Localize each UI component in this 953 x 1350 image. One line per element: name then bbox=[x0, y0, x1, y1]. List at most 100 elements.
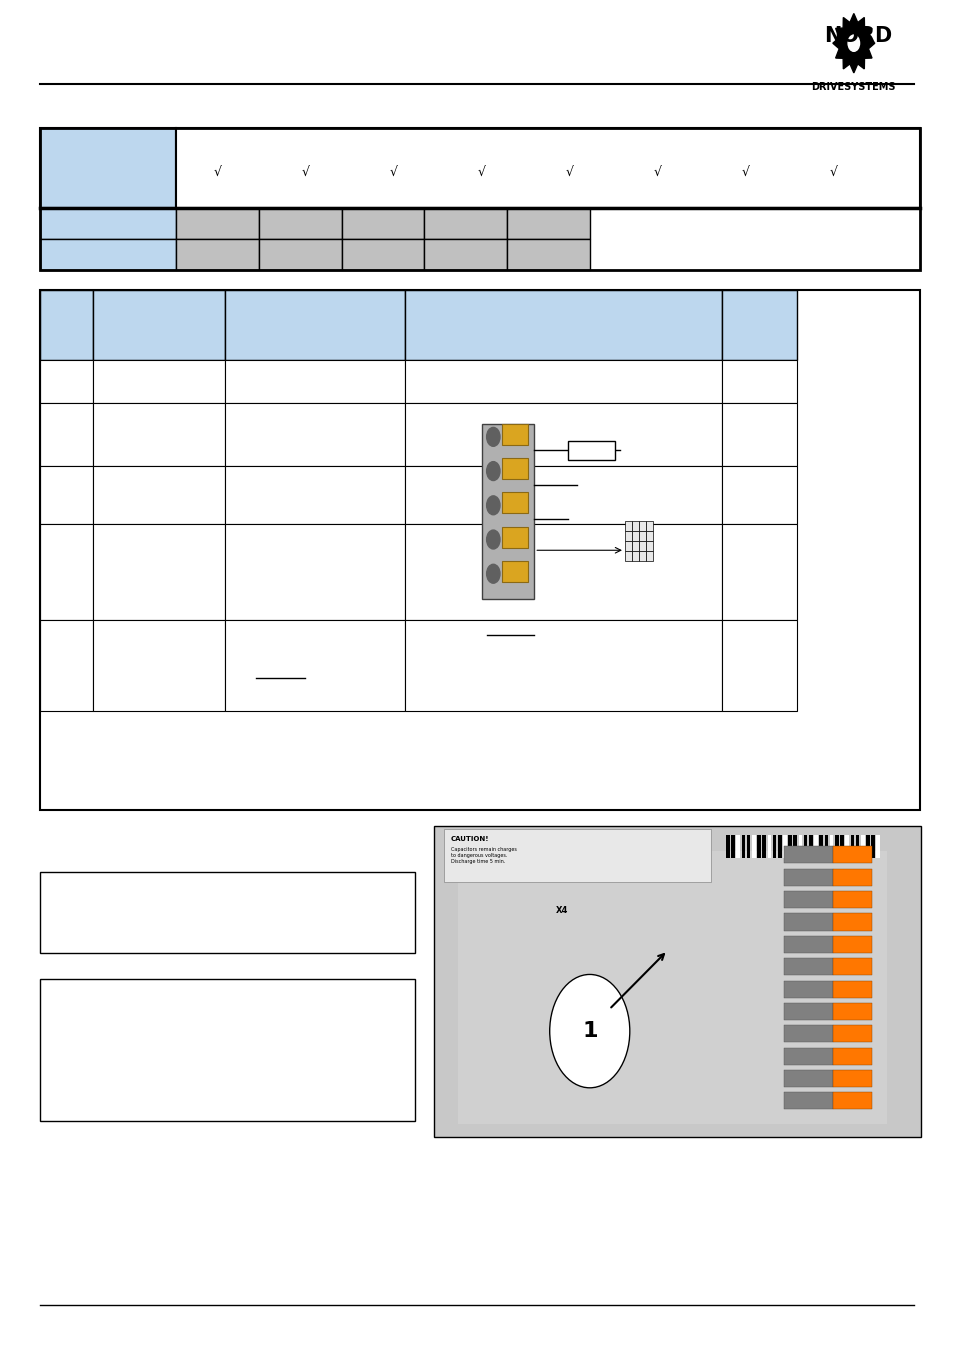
Bar bbox=[832, 958, 871, 975]
Bar bbox=[405, 620, 721, 711]
Bar bbox=[783, 958, 832, 975]
Bar bbox=[631, 531, 639, 541]
Bar bbox=[740, 834, 744, 859]
Text: √: √ bbox=[741, 166, 749, 178]
Bar bbox=[424, 208, 507, 239]
Bar bbox=[225, 620, 405, 711]
Bar bbox=[481, 424, 534, 599]
Bar bbox=[777, 834, 781, 859]
Text: √: √ bbox=[389, 166, 397, 178]
Bar bbox=[865, 834, 869, 859]
Bar bbox=[725, 834, 729, 859]
Bar bbox=[225, 290, 405, 360]
Bar bbox=[176, 239, 259, 270]
Bar bbox=[808, 834, 812, 859]
Bar bbox=[850, 834, 853, 859]
Bar bbox=[721, 290, 796, 360]
Bar bbox=[813, 834, 817, 859]
Bar bbox=[783, 846, 832, 864]
Bar bbox=[757, 834, 760, 859]
Bar bbox=[646, 551, 653, 562]
Bar bbox=[840, 834, 842, 859]
Bar bbox=[646, 531, 653, 541]
Bar bbox=[721, 404, 796, 466]
Bar bbox=[225, 360, 405, 404]
Bar bbox=[259, 239, 341, 270]
Bar bbox=[819, 834, 822, 859]
Bar bbox=[832, 1071, 871, 1087]
Bar bbox=[783, 869, 832, 886]
Bar bbox=[631, 521, 639, 531]
Bar bbox=[624, 541, 631, 551]
Bar bbox=[176, 128, 919, 208]
Bar bbox=[405, 290, 721, 360]
Bar bbox=[631, 541, 639, 551]
Text: NORD: NORD bbox=[823, 27, 892, 46]
Bar bbox=[405, 360, 721, 404]
Bar bbox=[92, 290, 225, 360]
Bar bbox=[458, 850, 885, 1125]
Bar bbox=[40, 128, 176, 208]
Bar bbox=[624, 531, 631, 541]
Circle shape bbox=[486, 564, 499, 583]
Bar bbox=[832, 914, 871, 930]
Bar bbox=[40, 620, 92, 711]
Bar bbox=[631, 551, 639, 562]
Bar bbox=[501, 424, 527, 446]
Bar bbox=[646, 521, 653, 531]
Bar bbox=[176, 208, 259, 239]
Bar bbox=[259, 208, 341, 239]
Bar bbox=[767, 834, 770, 859]
Bar bbox=[783, 1003, 832, 1021]
Bar bbox=[92, 466, 225, 524]
Bar bbox=[639, 521, 646, 531]
Bar bbox=[798, 834, 801, 859]
Bar bbox=[721, 466, 796, 524]
Bar bbox=[624, 521, 631, 531]
Bar bbox=[721, 620, 796, 711]
Bar bbox=[832, 869, 871, 886]
Bar bbox=[783, 980, 832, 998]
Bar bbox=[639, 551, 646, 562]
Bar bbox=[823, 834, 827, 859]
Bar bbox=[639, 531, 646, 541]
Bar bbox=[782, 834, 786, 859]
Bar bbox=[341, 208, 424, 239]
Text: CAUTION!: CAUTION! bbox=[451, 836, 489, 842]
Bar bbox=[501, 493, 527, 513]
Bar bbox=[832, 1025, 871, 1042]
Bar bbox=[832, 1003, 871, 1021]
Circle shape bbox=[847, 35, 859, 51]
Bar bbox=[40, 239, 176, 270]
Bar bbox=[721, 360, 796, 404]
Text: √: √ bbox=[829, 166, 838, 178]
Bar bbox=[844, 834, 848, 859]
Bar bbox=[225, 524, 405, 620]
Bar bbox=[40, 872, 415, 953]
Bar bbox=[870, 834, 874, 859]
Circle shape bbox=[486, 428, 499, 447]
Bar bbox=[40, 360, 92, 404]
Bar bbox=[832, 891, 871, 909]
Circle shape bbox=[486, 495, 499, 514]
Bar bbox=[624, 551, 631, 562]
Bar bbox=[832, 1048, 871, 1065]
Bar bbox=[829, 834, 833, 859]
Bar bbox=[507, 239, 589, 270]
Bar bbox=[507, 208, 589, 239]
Bar bbox=[92, 620, 225, 711]
Bar bbox=[646, 541, 653, 551]
Bar bbox=[876, 834, 880, 859]
Bar bbox=[783, 1092, 832, 1110]
Bar bbox=[787, 834, 791, 859]
Text: 1: 1 bbox=[581, 1021, 597, 1041]
Bar bbox=[832, 936, 871, 953]
Bar bbox=[772, 834, 776, 859]
Bar bbox=[40, 404, 92, 466]
Text: X4: X4 bbox=[555, 906, 567, 914]
Bar bbox=[783, 1048, 832, 1065]
Bar bbox=[40, 208, 176, 239]
Bar bbox=[501, 526, 527, 548]
Bar bbox=[855, 834, 859, 859]
Bar bbox=[40, 979, 415, 1120]
